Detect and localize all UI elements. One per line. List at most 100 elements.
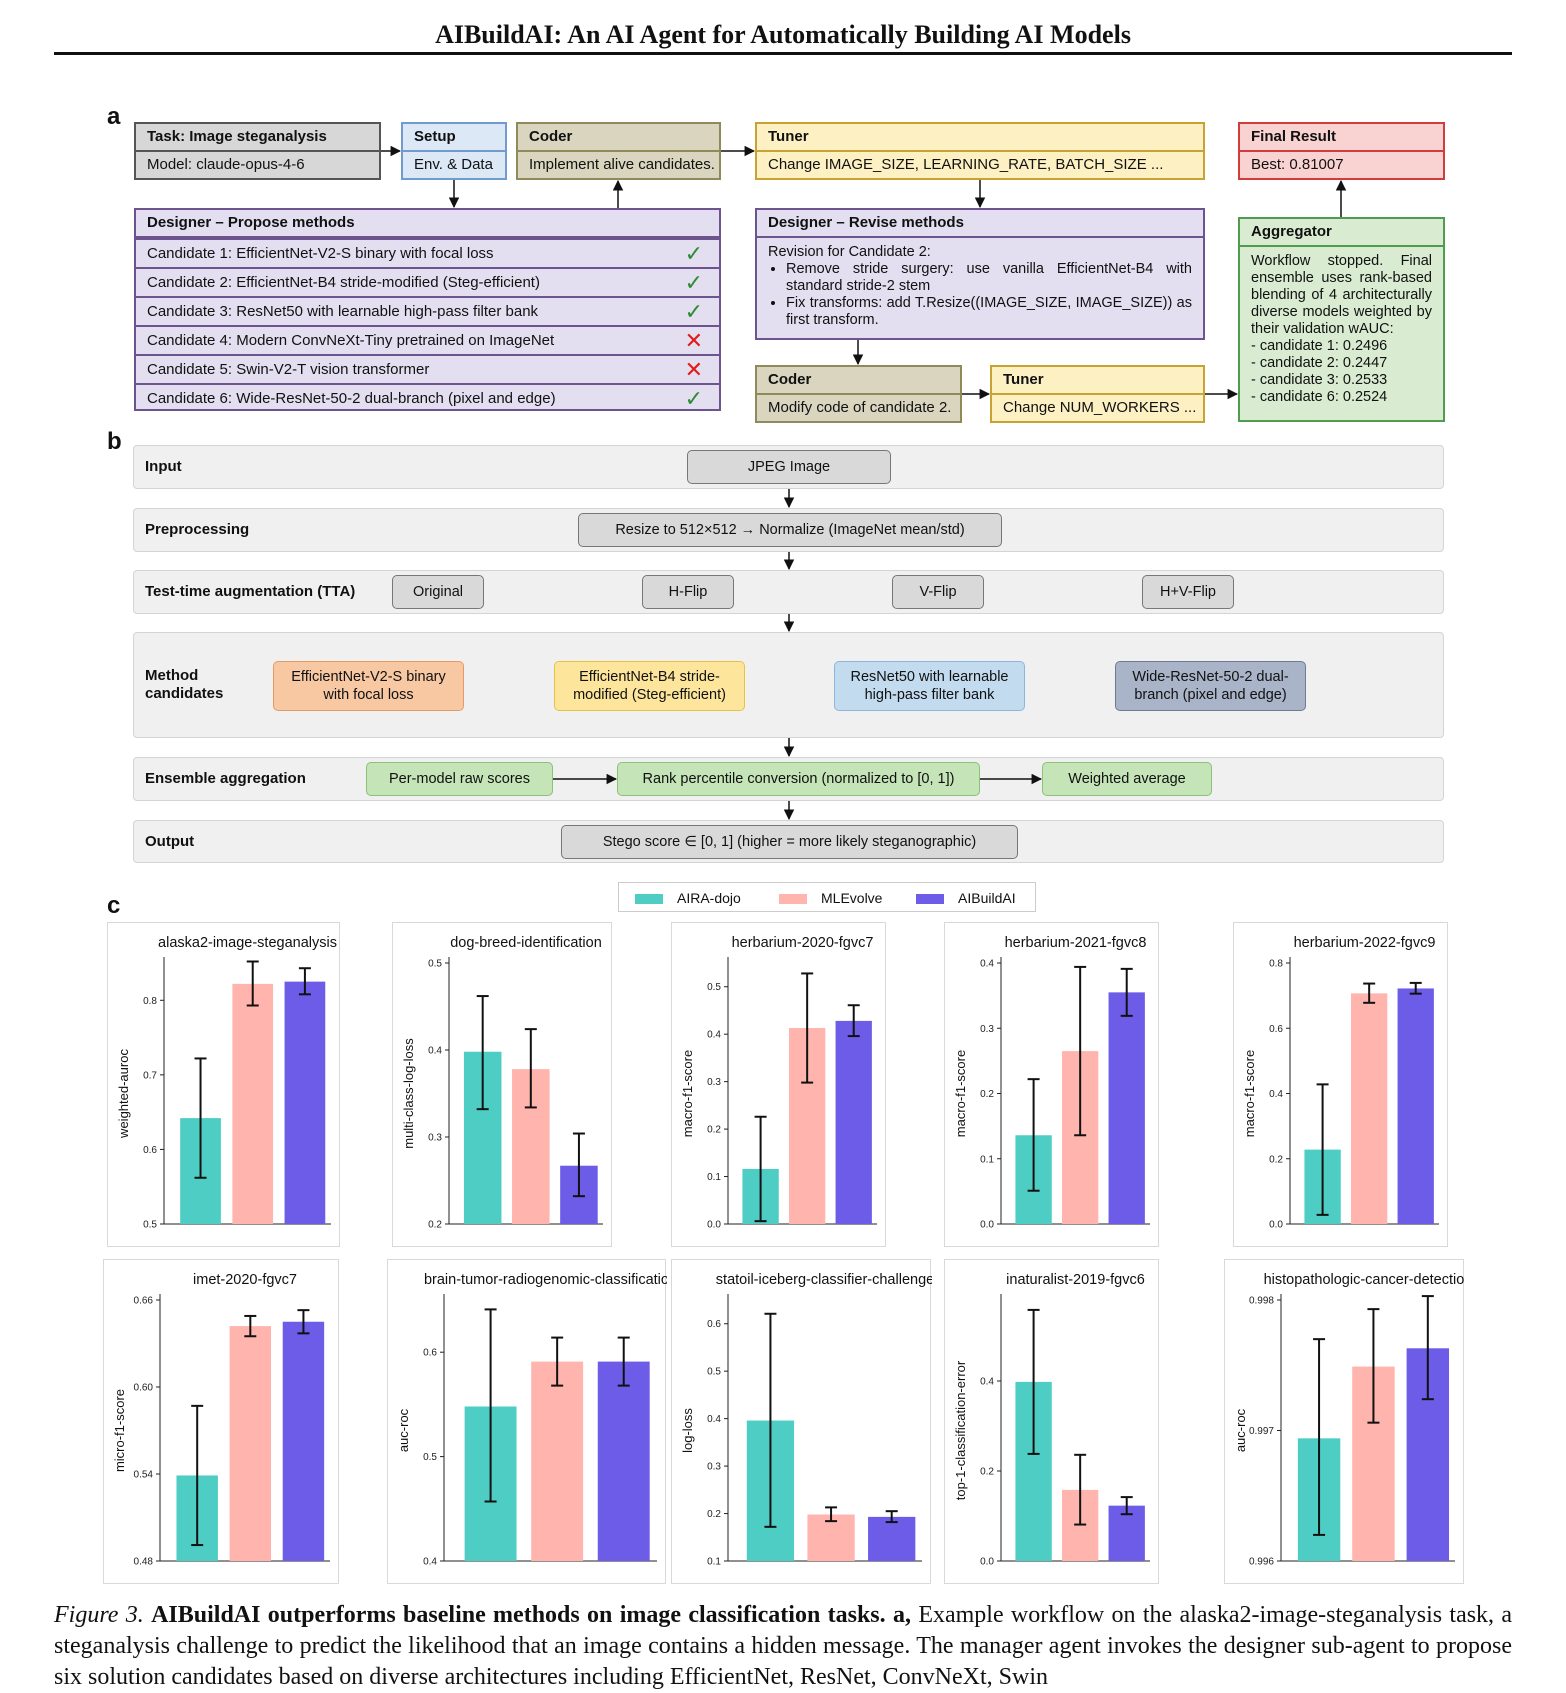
candidate-row: Candidate 5: Swin-V2-T vision transforme…	[136, 354, 719, 383]
y-tick-label: 0.0	[707, 1220, 721, 1231]
chart-legend: AIRA-dojo MLEvolve AIBuildAI	[618, 882, 1036, 912]
y-tick-label: 0.5	[428, 959, 442, 970]
y-axis-label: macro-f1-score	[680, 1050, 695, 1137]
chart-svg: herbarium-2020-fgvc7 macro-f1-score 0.0 0.1…	[680, 935, 877, 1231]
y-axis-label: top-1-classification-error	[953, 1360, 968, 1500]
setup-header: Setup	[403, 124, 505, 152]
y-axis-label: auc-roc	[396, 1408, 411, 1452]
candidate-label: Candidate 3: ResNet50 with learnable hig…	[147, 303, 539, 320]
chart-svg: herbarium-2022-fgvc9 macro-f1-score 0.0 0.2…	[1242, 935, 1439, 1231]
y-axis-label: log-loss	[680, 1408, 695, 1453]
designer-propose-box: Designer – Propose methods Candidate 1: …	[134, 208, 721, 411]
y-tick-label: 0.6	[1269, 1024, 1283, 1035]
final-result-value: Best: 0.81007	[1251, 156, 1344, 173]
bar	[531, 1361, 584, 1561]
bar	[835, 1020, 872, 1224]
tuner-body-1: Change IMAGE_SIZE, LEARNING_RATE, BATCH_…	[768, 156, 1164, 173]
figure-caption: Figure 3. AIBuildAI outperforms baseline…	[54, 1600, 1512, 1693]
check-icon: ✓	[684, 386, 703, 411]
y-tick-label: 0.2	[980, 1089, 994, 1100]
tuner-header-2: Tuner	[992, 367, 1203, 395]
chart-svg: brain-tumor-radiogenomic-classification a…	[396, 1272, 667, 1568]
bar	[868, 1516, 916, 1561]
revision-body: Revision for Candidate 2: Remove stride …	[757, 238, 1203, 335]
final-result-header: Final Result	[1240, 124, 1443, 152]
preprocessing-pill: Resize to 512×512 → Normalize (ImageNet …	[578, 513, 1002, 547]
bar	[229, 1326, 272, 1561]
tta-option: Original	[392, 575, 484, 609]
method-candidate: ResNet50 with learnable high-pass filter…	[834, 661, 1025, 711]
y-tick-label: 0.54	[134, 1470, 154, 1481]
row-label-ensemble: Ensemble aggregation	[145, 770, 306, 787]
chart-svg: inaturalist-2019-fgvc6 top-1-classificati…	[953, 1272, 1150, 1568]
y-tick-label: 0.4	[428, 1046, 442, 1057]
legend-item: AIRA-dojo	[635, 889, 741, 907]
chart-title: brain-tumor-radiogenomic-classification	[424, 1272, 667, 1288]
chart-svg: herbarium-2021-fgvc8 macro-f1-score 0.0 0.1…	[953, 935, 1150, 1231]
final-result-box: Final Result Best: 0.81007	[1238, 122, 1445, 180]
chart-2: dog-breed-identification multi-class-log-…	[392, 922, 612, 1247]
y-tick-label: 0.5	[423, 1452, 437, 1463]
y-tick-label: 0.66	[134, 1296, 154, 1307]
aggregator-weight: - candidate 2: 0.2447	[1251, 355, 1388, 371]
candidate-row: Candidate 3: ResNet50 with learnable hig…	[136, 296, 719, 325]
chart-svg: statoil-iceberg-classifier-challenge log-…	[680, 1272, 932, 1568]
y-tick-label: 0.6	[423, 1348, 437, 1359]
bar	[1397, 988, 1434, 1224]
y-tick-label: 0.1	[707, 1172, 721, 1183]
aggregator-weight: - candidate 6: 0.2524	[1251, 389, 1388, 405]
chart-svg: imet-2020-fgvc7 micro-f1-score 0.48 0.54 0.6…	[112, 1272, 330, 1568]
candidate-row: Candidate 1: EfficientNet-V2-S binary wi…	[136, 238, 719, 267]
chart-8: statoil-iceberg-classifier-challenge log-…	[671, 1259, 932, 1584]
output-pill: Stego score ∈ [0, 1] (higher = more like…	[561, 825, 1018, 859]
caption-part-a: a,	[892, 1602, 911, 1628]
y-axis-label: auc-roc	[1233, 1408, 1248, 1452]
tuner-body-2: Change NUM_WORKERS ...	[1003, 399, 1197, 416]
caption-title: AIBuildAI outperforms baseline methods o…	[151, 1602, 886, 1628]
tuner-box-2: Tuner Change NUM_WORKERS ...	[990, 365, 1205, 423]
y-tick-label: 0.996	[1249, 1557, 1274, 1568]
candidate-row: Candidate 2: EfficientNet-B4 stride-modi…	[136, 267, 719, 296]
candidate-label: Candidate 1: EfficientNet-V2-S binary wi…	[147, 245, 494, 262]
y-tick-label: 0.5	[707, 982, 721, 993]
revision-list: Remove stride surgery: use vanilla Effic…	[768, 261, 1192, 329]
bar	[597, 1361, 650, 1561]
row-label-output: Output	[145, 833, 195, 850]
chart-title: inaturalist-2019-fgvc6	[1006, 1272, 1145, 1288]
aggregator-text: Workflow stopped. Final ensemble uses ra…	[1251, 253, 1432, 337]
bar	[1350, 993, 1388, 1224]
designer-propose-header: Designer – Propose methods	[136, 210, 719, 238]
task-header: Task: Image steganalysis	[136, 124, 379, 152]
bar	[1108, 992, 1145, 1224]
coder-box-2: Coder Modify code of candidate 2.	[755, 365, 962, 423]
legend-item: MLEvolve	[779, 889, 882, 907]
aggregator-body: Workflow stopped. Final ensemble uses ra…	[1240, 247, 1443, 412]
legend-label: AIRA-dojo	[677, 890, 741, 906]
candidate-row: Candidate 4: Modern ConvNeXt-Tiny pretra…	[136, 325, 719, 354]
figure-label: Figure 3.	[54, 1602, 144, 1628]
chart-1: alaska2-image-steganalysis weighted-auroc…	[107, 922, 340, 1247]
candidate-label: Candidate 2: EfficientNet-B4 stride-modi…	[147, 274, 540, 291]
chart-5: herbarium-2022-fgvc9 macro-f1-score 0.0 0.2…	[1233, 922, 1448, 1247]
revision-intro: Revision for Candidate 2:	[768, 244, 931, 260]
y-axis-label: macro-f1-score	[1242, 1050, 1257, 1137]
chart-10: histopathologic-cancer-detection auc-roc 0…	[1224, 1259, 1465, 1584]
y-tick-label: 0.2	[1269, 1154, 1283, 1165]
aggregator-weight: - candidate 3: 0.2533	[1251, 372, 1388, 388]
coder-header-1: Coder	[518, 124, 719, 152]
y-tick-label: 0.0	[980, 1557, 994, 1568]
panel-a-letter: a	[107, 103, 121, 130]
task-box: Task: Image steganalysis Model: claude-o…	[134, 122, 381, 180]
bar	[232, 983, 274, 1224]
row-label-preprocessing: Preprocessing	[145, 521, 250, 538]
y-tick-label: 0.4	[980, 959, 994, 970]
tuner-box-1: Tuner Change IMAGE_SIZE, LEARNING_RATE, …	[755, 122, 1205, 180]
chart-title: alaska2-image-steganalysis	[158, 935, 337, 951]
row-label-input: Input	[145, 458, 182, 475]
y-axis-label: weighted-auroc	[116, 1049, 131, 1139]
ensemble-step: Per-model raw scores	[366, 762, 553, 796]
y-tick-label: 0.5	[143, 1220, 157, 1231]
y-tick-label: 0.4	[707, 1414, 721, 1425]
y-tick-label: 0.2	[707, 1509, 721, 1520]
page-title: AIBuildAI: An AI Agent for Automatically…	[435, 20, 1131, 49]
